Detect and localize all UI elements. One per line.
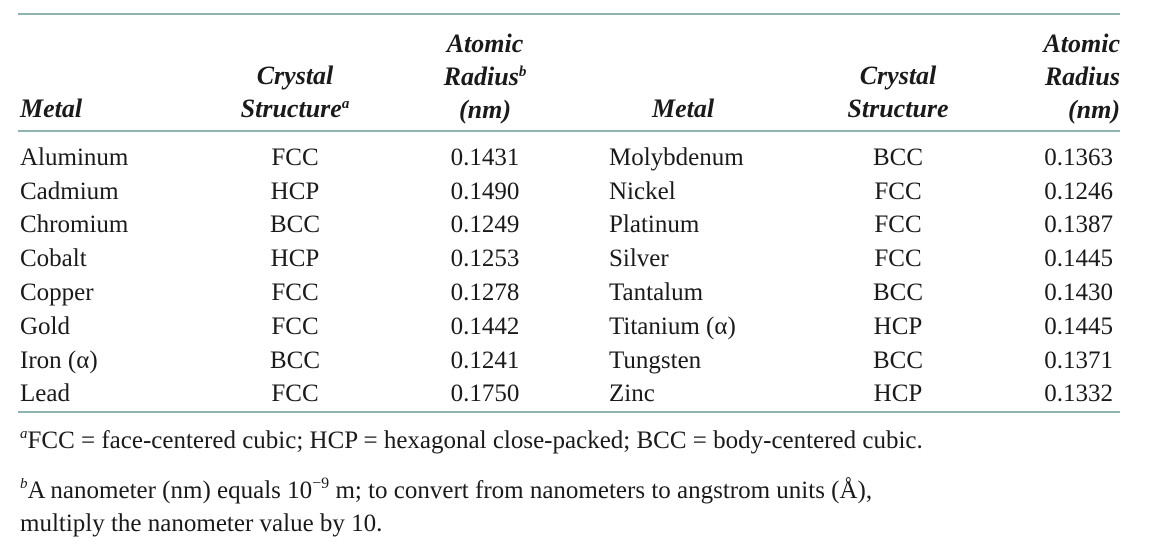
footnote-a-marker: a [341,96,350,112]
metal-name: Molybdenum [609,144,744,171]
footnote-b-text-3: multiply the nanometer value by 10. [20,510,383,537]
crystal-structure: BCC [872,347,924,374]
header-metal-2: Metal [652,94,715,123]
footnote-b-exponent: −9 [312,475,330,492]
atomic-radius: 0.1431 [450,144,520,171]
atomic-radius: 0.1363 [1044,144,1113,171]
metal-name: Platinum [609,211,700,238]
footnote-a-text: FCC = face-centered cubic; HCP = hexagon… [27,427,923,454]
table-row: Chromium BCC 0.1249 Platinum FCC 0.1387 [0,208,1158,242]
atomic-radius: 0.1278 [450,279,520,306]
crystal-structure: BCC [872,144,924,171]
crystal-structure: HCP [270,178,320,205]
footnote-b-text-1: A nanometer (nm) equals 10 [27,477,313,504]
table-row: Cobalt HCP 0.1253 Silver FCC 0.1445 [0,242,1158,276]
crystal-structure: HCP [270,245,320,272]
atomic-radius: 0.1750 [450,380,520,407]
table-row: Cadmium HCP 0.1490 Nickel FCC 0.1246 [0,175,1158,209]
footnote-b-marker: b [518,64,527,80]
crystal-structure: BCC [269,211,321,238]
metal-name: Cobalt [20,245,87,272]
atomic-radius: 0.1246 [1044,178,1113,205]
footnote-b: bA nanometer (nm) equals 10−9 m; to conv… [20,474,872,507]
atomic-radius: 0.1332 [1044,380,1113,407]
atomic-radius: 0.1442 [450,313,520,340]
metal-name: Cadmium [20,178,119,205]
atomic-radius: 0.1253 [450,245,520,272]
header-crystal-structure-1: Crystal Structurea [240,61,350,123]
table-row: Lead FCC 0.1750 Zinc HCP 0.1332 [0,377,1158,411]
table-row: Gold FCC 0.1442 Titanium (α) HCP 0.1445 [0,310,1158,344]
atomic-radius: 0.1249 [450,211,520,238]
metal-name: Lead [20,380,70,407]
crystal-structure: FCC [271,279,319,306]
metal-name: Titanium (α) [609,313,736,340]
footnote-a: aFCC = face-centered cubic; HCP = hexago… [20,424,923,457]
metal-name: Copper [20,279,94,306]
crystal-structure: FCC [874,245,922,272]
atomic-radius: 0.1387 [1044,211,1113,238]
atomic-radius: 0.1445 [1044,313,1113,340]
header-crystal-structure-2: Crystal Structure [847,61,949,123]
header-atomic-radius-2: Atomic Radius (nm) [1043,29,1120,124]
table-bottom-rule [18,411,1120,413]
crystal-structure: BCC [872,279,924,306]
footnote-a-mark: a [20,426,28,442]
metal-name: Silver [609,245,669,272]
table-top-rule [18,13,1120,15]
atomic-radius: 0.1490 [450,178,520,205]
atomic-radius: 0.1445 [1044,245,1113,272]
metal-name: Zinc [609,380,655,407]
crystal-structure: HCP [873,380,923,407]
atomic-radius: 0.1430 [1044,279,1113,306]
crystal-structure: FCC [271,380,319,407]
table-row: Copper FCC 0.1278 Tantalum BCC 0.1430 [0,276,1158,310]
metal-name: Gold [20,313,70,340]
crystal-structure: FCC [874,178,922,205]
metal-name: Tantalum [609,279,704,306]
crystal-structure: FCC [271,144,319,171]
crystal-structure: FCC [874,211,922,238]
header-rule [18,130,1120,132]
atomic-radius: 0.1241 [450,347,520,374]
header-atomic-radius-1: Atomic Radiusb (nm) [443,29,527,124]
table-row: Aluminum FCC 0.1431 Molybdenum BCC 0.136… [0,141,1158,175]
crystal-structure: HCP [873,313,923,340]
footnote-b-text-2: m; to convert from nanometers to angstro… [329,477,873,504]
header-metal-1: Metal [20,94,83,123]
table-row: Iron (α) BCC 0.1241 Tungsten BCC 0.1371 [0,344,1158,378]
metal-name: Iron (α) [20,347,98,374]
atomic-radius: 0.1371 [1044,347,1113,374]
crystal-structure: BCC [269,347,321,374]
metal-name: Chromium [20,211,129,238]
metal-name: Nickel [609,178,676,205]
footnote-b-continued: multiply the nanometer value by 10. [20,507,382,540]
metal-name: Tungsten [609,347,702,374]
crystal-structure: FCC [271,313,319,340]
footnote-b-mark: b [20,476,28,492]
metal-name: Aluminum [20,144,129,171]
